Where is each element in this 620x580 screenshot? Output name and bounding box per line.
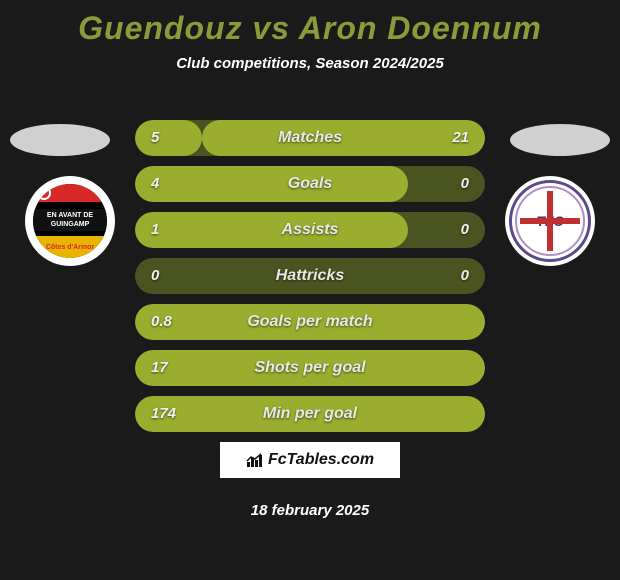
stat-label: Shots per goal	[135, 350, 485, 386]
stat-label: Goals per match	[135, 304, 485, 340]
stat-value-left: 0.8	[151, 304, 172, 340]
subtitle: Club competitions, Season 2024/2025	[0, 55, 620, 72]
chart-icon	[246, 452, 264, 468]
stats-container: Matches521Goals40Assists10Hattricks00Goa…	[135, 120, 485, 442]
stat-row: Goals per match0.8	[135, 304, 485, 340]
brand-badge: FcTables.com	[220, 442, 400, 478]
stat-row: Min per goal174	[135, 396, 485, 432]
stat-value-left: 4	[151, 166, 159, 202]
stat-label: Hattricks	[135, 258, 485, 294]
stat-label: Matches	[135, 120, 485, 156]
stat-value-left: 0	[151, 258, 159, 294]
stat-value-right: 0	[461, 166, 469, 202]
stat-label: Min per goal	[135, 396, 485, 432]
stat-value-left: 174	[151, 396, 176, 432]
stat-row: Shots per goal17	[135, 350, 485, 386]
stat-value-left: 1	[151, 212, 159, 248]
stat-row: Goals4 0	[135, 166, 485, 202]
stat-row: Assists1 0	[135, 212, 485, 248]
stat-value-right: 21	[452, 120, 469, 156]
stat-label: Assists	[135, 212, 485, 248]
team-left-line1: EN AVANT DE GUINGAMP	[33, 209, 107, 231]
team-left-line2: Côtes d'Armor	[33, 236, 107, 258]
date-text: 18 february 2025	[0, 502, 620, 519]
team-badge-right: TFC	[505, 176, 595, 266]
stat-value-left: 5	[151, 120, 159, 156]
stat-value-right: 0	[461, 258, 469, 294]
ellipse-shadow-right	[510, 124, 610, 156]
stat-value-left: 17	[151, 350, 168, 386]
brand-text: FcTables.com	[268, 451, 374, 469]
team-badge-left: EAG EN AVANT DE GUINGAMP Côtes d'Armor	[25, 176, 115, 266]
stat-label: Goals	[135, 166, 485, 202]
stat-row: Matches5 21	[135, 120, 485, 156]
page-title: Guendouz vs Aron Doennum	[0, 0, 620, 47]
stat-value-right: 0	[461, 212, 469, 248]
stat-row: Hattricks0 0	[135, 258, 485, 294]
ellipse-shadow-left	[10, 124, 110, 156]
